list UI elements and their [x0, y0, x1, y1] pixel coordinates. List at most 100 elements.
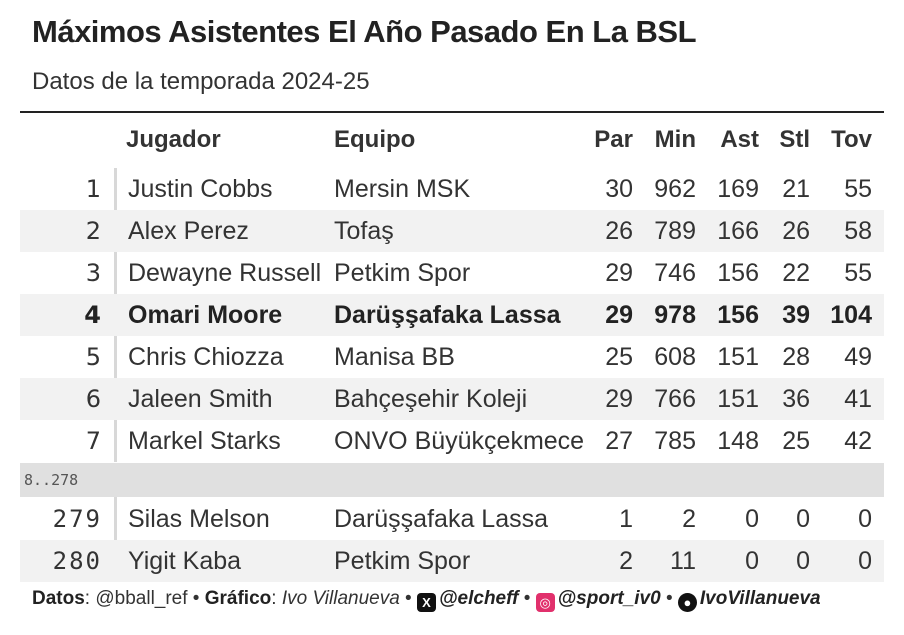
- cell-tov: 0: [858, 505, 872, 533]
- cell-rank: 2: [85, 217, 102, 245]
- table-row: 279 Silas Melson Darüşşafaka Lassa 1 2 0 0 0: [20, 498, 884, 540]
- cell-par: 25: [605, 343, 633, 371]
- x-icon: X: [417, 593, 436, 612]
- cell-ast: 148: [717, 427, 759, 455]
- cell-tov: 55: [844, 175, 872, 203]
- footer-datos-label: Datos: [32, 588, 85, 609]
- cell-player: Markel Starks: [128, 427, 281, 455]
- cell-player: Jaleen Smith: [128, 385, 273, 413]
- cell-stl: 39: [782, 301, 810, 329]
- header-rule: [20, 111, 884, 113]
- cell-tov: 58: [844, 217, 872, 245]
- column-header-ast: Ast: [720, 126, 759, 153]
- footer-sep-2: •: [518, 588, 536, 609]
- cell-team: Mersin MSK: [334, 175, 471, 203]
- table-row: 5 Chris Chiozza Manisa BB 25 608 151 28 49: [20, 336, 884, 378]
- cell-ast: 166: [717, 217, 759, 245]
- cell-par: 30: [605, 175, 633, 203]
- cell-stl: 26: [782, 217, 810, 245]
- cell-tov: 104: [830, 301, 872, 329]
- cell-rank: 5: [85, 343, 102, 371]
- footer-ig-handle[interactable]: @sport_iv0: [557, 588, 661, 609]
- cell-par: 29: [605, 259, 633, 287]
- cell-player: Yigit Kaba: [128, 547, 242, 575]
- cell-tov: 55: [844, 259, 872, 287]
- cell-rank: 6: [85, 385, 102, 413]
- chart-subtitle: Datos de la temporada 2024-25: [32, 68, 370, 95]
- cell-rank: 280: [52, 547, 102, 575]
- footer: Datos: @bball_ref • Gráfico: Ivo Villanu…: [32, 588, 821, 612]
- cell-rank: 1: [85, 175, 102, 203]
- footer-gh-handle[interactable]: IvoVillanueva: [699, 588, 821, 609]
- cell-par: 29: [605, 301, 633, 329]
- cell-stl: 36: [782, 385, 810, 413]
- omitted-rows-band: 8..278: [20, 463, 884, 497]
- cell-tov: 42: [844, 427, 872, 455]
- cell-min: 746: [654, 259, 696, 287]
- cell-player: Dewayne Russell: [128, 259, 322, 287]
- cell-ast: 151: [717, 385, 759, 413]
- instagram-icon: ◎: [535, 593, 555, 612]
- cell-tov: 41: [844, 385, 872, 413]
- cell-par: 29: [605, 385, 633, 413]
- cell-player: Omari Moore: [128, 301, 283, 329]
- cell-rank: 279: [52, 505, 102, 533]
- table-row: 6 Jaleen Smith Bahçeşehir Koleji 29 766 151 36…: [20, 378, 884, 420]
- cell-rank: 4: [84, 301, 102, 329]
- table-row: 7 Markel Starks ONVO Büyükçekmece 27 785 148 2…: [20, 420, 884, 462]
- cell-team: Bahçeşehir Koleji: [334, 385, 528, 413]
- cell-ast: 0: [745, 547, 759, 575]
- column-header-stl: Stl: [779, 126, 810, 153]
- cell-team: Darüşşafaka Lassa: [334, 505, 549, 533]
- cell-team: Darüşşafaka Lassa: [334, 301, 561, 329]
- footer-sep-3: •: [660, 588, 678, 609]
- cell-min: 766: [654, 385, 696, 413]
- chart-title: Máximos Asistentes El Año Pasado En La B…: [32, 14, 697, 49]
- table-row: 4 Omari Moore Darüşşafaka Lassa 29 978 156 39 1…: [20, 294, 884, 336]
- footer-datos-value: : @bball_ref •: [84, 588, 205, 609]
- column-header-min: Min: [654, 126, 696, 153]
- rank-divider-bottom: [114, 497, 117, 581]
- cell-player: Chris Chiozza: [128, 343, 284, 371]
- cell-stl: 0: [796, 547, 810, 575]
- cell-stl: 28: [782, 343, 810, 371]
- cell-rank: 3: [85, 259, 102, 287]
- cell-min: 608: [654, 343, 696, 371]
- cell-stl: 22: [782, 259, 810, 287]
- table-row: 280 Yigit Kaba Petkim Spor 2 11 0 0 0: [20, 540, 884, 582]
- cell-ast: 156: [717, 259, 759, 287]
- cell-player: Justin Cobbs: [128, 175, 273, 203]
- cell-rank: 7: [85, 427, 102, 455]
- footer-sep-1: •: [399, 588, 417, 609]
- cell-par: 26: [605, 217, 633, 245]
- cell-min: 2: [682, 505, 696, 533]
- footer-x-handle[interactable]: @elcheff: [439, 588, 519, 609]
- column-header-jugador: Jugador: [126, 126, 221, 153]
- cell-par: 1: [619, 505, 633, 533]
- cell-ast: 151: [717, 343, 759, 371]
- cell-team: Petkim Spor: [334, 259, 471, 287]
- column-header-tov: Tov: [831, 126, 872, 153]
- column-header-par: Par: [594, 126, 633, 153]
- table-row: 2 Alex Perez Tofaş 26 789 166 26 58: [20, 210, 884, 252]
- cell-tov: 49: [844, 343, 872, 371]
- cell-tov: 0: [858, 547, 872, 575]
- cell-min: 962: [654, 175, 696, 203]
- cell-min: 789: [654, 217, 696, 245]
- cell-ast: 156: [717, 301, 759, 329]
- column-header-equipo: Equipo: [334, 126, 416, 153]
- cell-ast: 169: [717, 175, 759, 203]
- cell-min: 11: [670, 547, 696, 575]
- footer-grafico-label: Gráfico: [204, 588, 272, 609]
- github-icon: ●: [677, 593, 697, 612]
- cell-min: 785: [654, 427, 696, 455]
- cell-team: ONVO Büyükçekmece: [334, 427, 585, 455]
- cell-player: Silas Melson: [128, 505, 270, 533]
- cell-team: Manisa BB: [334, 343, 455, 371]
- cell-stl: 21: [782, 175, 810, 203]
- cell-par: 27: [605, 427, 633, 455]
- cell-stl: 25: [782, 427, 810, 455]
- omitted-rows-label: 8..278: [24, 471, 79, 489]
- cell-stl: 0: [796, 505, 810, 533]
- cell-min: 978: [654, 301, 696, 329]
